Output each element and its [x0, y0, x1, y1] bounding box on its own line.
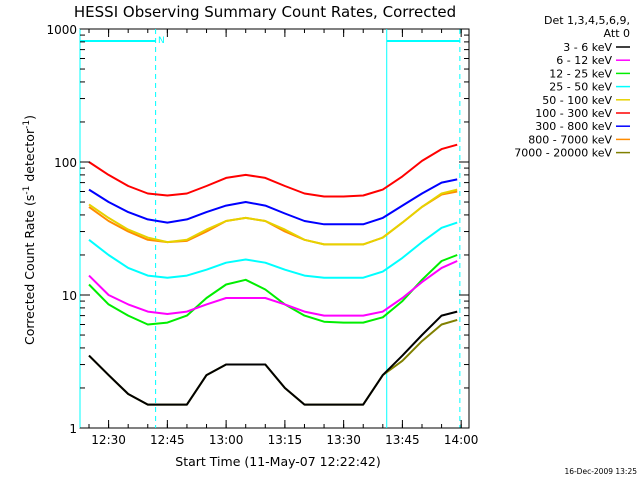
- x-tick-label: 13:45: [385, 433, 420, 447]
- y-axis-ticks: 1 10 100 1000: [46, 23, 469, 436]
- night-bar-label: N: [158, 36, 165, 46]
- y-label-part3: ): [22, 115, 37, 120]
- y-label-sup1: -1: [22, 186, 32, 195]
- x-axis-label: Start Time (11-May-07 12:22:42): [175, 454, 380, 469]
- series-line-12-25-kev: [88, 254, 458, 326]
- x-tick-label: 14:00: [444, 433, 479, 447]
- y-axis-label: Corrected Count Rate (s-1 detector-1): [22, 115, 37, 345]
- x-tick-label: 13:15: [268, 433, 303, 447]
- legend-label: 25 - 50 keV: [549, 81, 612, 94]
- x-axis-ticks: 12:30 12:45 13:00 13:15 13:30 13:45 14:00: [88, 29, 479, 447]
- x-tick-label: 13:30: [326, 433, 361, 447]
- series-line-6-12-kev: [88, 260, 458, 317]
- legend-header-line1: Det 1,3,4,5,6,9,: [544, 14, 630, 27]
- legend-label: 6 - 12 keV: [556, 54, 612, 67]
- y-label-part1: Corrected Count Rate (s: [22, 195, 37, 345]
- series-line-300-800-kev: [88, 178, 458, 226]
- y-label-sup2: -1: [22, 120, 32, 129]
- y-tick-label: 10: [62, 289, 77, 303]
- y-tick-label: 100: [54, 156, 77, 170]
- legend-label: 300 - 800 keV: [535, 120, 612, 133]
- series-line-100-300-kev: [88, 143, 458, 198]
- series-line-25-50-kev: [88, 221, 458, 279]
- legend-label: 100 - 300 keV: [535, 107, 612, 120]
- legend-label: 3 - 6 keV: [563, 41, 612, 54]
- legend-label: 800 - 7000 keV: [528, 133, 612, 146]
- series-line-7000-20000-kev: [88, 318, 458, 406]
- timestamp: 16-Dec-2009 13:25: [564, 467, 637, 476]
- series-line-3-6-kev: [88, 310, 458, 406]
- y-label-part2: detector: [22, 128, 37, 186]
- series-line-50-100-kev: [88, 188, 458, 246]
- x-tick-label: 13:00: [209, 433, 244, 447]
- legend-label: 7000 - 20000 keV: [514, 147, 612, 160]
- legend-label: 12 - 25 keV: [549, 67, 612, 80]
- y-tick-label: 1: [69, 422, 77, 436]
- x-tick-label: 12:30: [91, 433, 126, 447]
- legend-header-line2: Att 0: [604, 27, 630, 40]
- night-markers: [79, 29, 461, 428]
- series-group: [88, 143, 458, 406]
- chart-title: HESSI Observing Summary Count Rates, Cor…: [74, 3, 456, 21]
- y-tick-label: 1000: [46, 23, 77, 37]
- x-tick-label: 12:45: [150, 433, 185, 447]
- legend-label: 50 - 100 keV: [542, 94, 612, 107]
- plot-frame: [79, 28, 470, 429]
